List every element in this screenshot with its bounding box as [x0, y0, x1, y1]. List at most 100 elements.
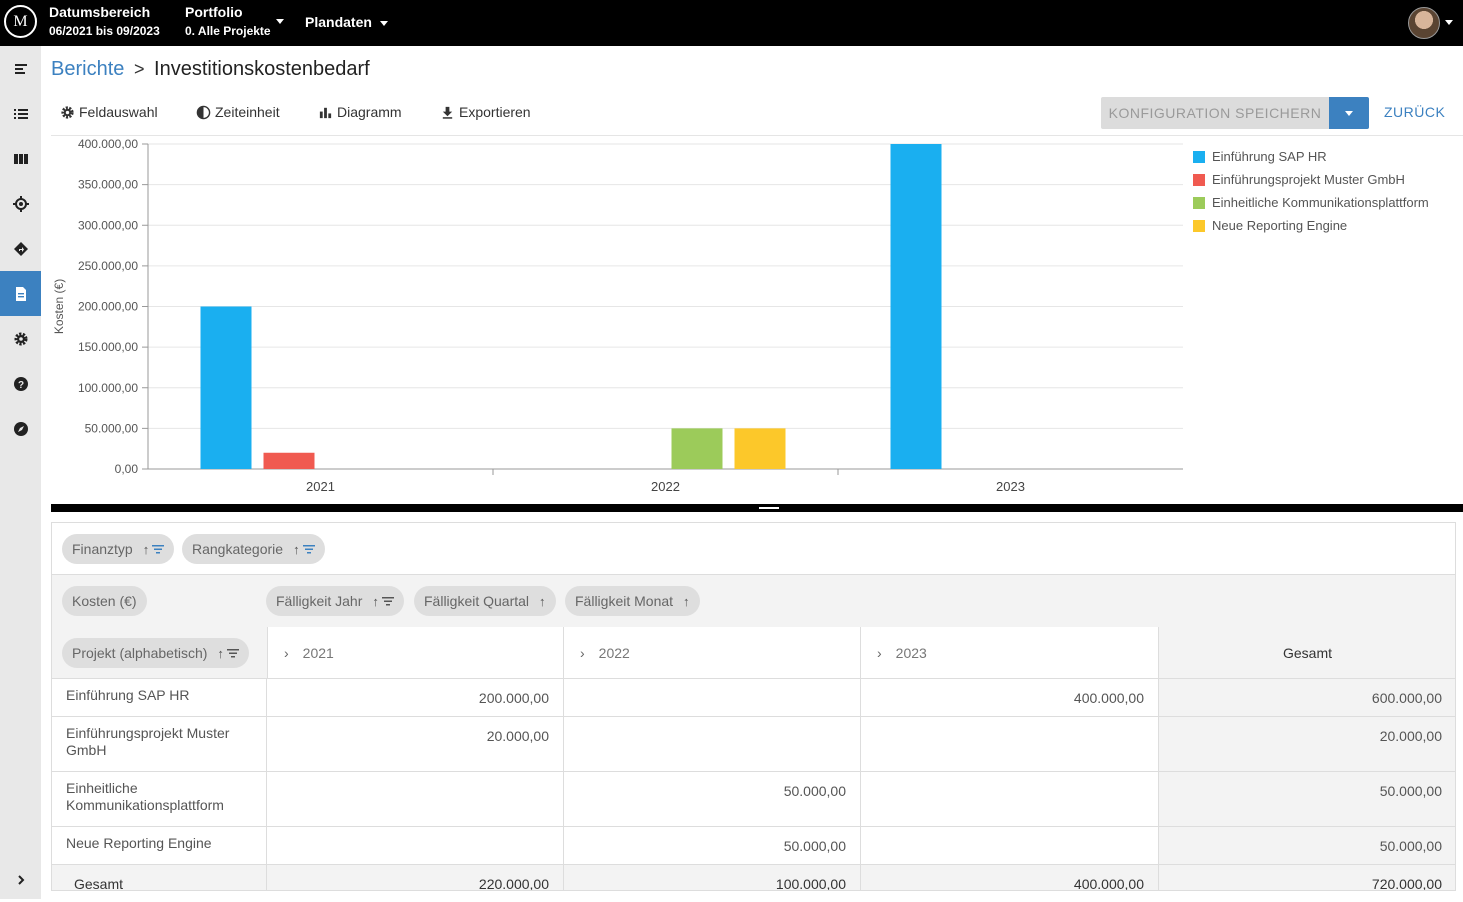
chevron-right-icon[interactable]: › [580, 644, 585, 661]
column-total-cell: 220.000,00 [267, 865, 564, 890]
panel-splitter[interactable] [51, 504, 1463, 512]
chevron-right-icon[interactable]: › [877, 644, 882, 661]
chip-faelligkeit-jahr[interactable]: Fälligkeit Jahr ↑ [266, 586, 404, 616]
table-cell [267, 827, 564, 865]
table-cell: 50.000,00 [564, 827, 861, 865]
time-unit-label: Zeiteinheit [215, 104, 280, 120]
chart-label: Diagramm [337, 104, 402, 120]
gear-icon[interactable] [0, 316, 41, 361]
chip-finanztyp[interactable]: Finanztyp ↑ [62, 534, 175, 564]
chip-label: Fälligkeit Jahr [276, 593, 363, 609]
table-cell [861, 827, 1159, 865]
column-total-cell: 400.000,00 [861, 865, 1159, 890]
sort-arrow-icon[interactable]: ↑ [683, 593, 690, 609]
sort-arrow-icon[interactable]: ↑ [539, 593, 546, 609]
save-configuration-button[interactable]: KONFIGURATION SPEICHERN [1101, 97, 1329, 129]
legend-item-kommunikation[interactable]: Einheitliche Kommunikationsplattform [1193, 191, 1429, 214]
sort-arrow-icon[interactable]: ↑ [293, 541, 300, 557]
x-tick-label: 2023 [996, 479, 1025, 494]
portfolio-selector[interactable]: Portfolio 0. Alle Projekte [185, 4, 271, 38]
list-icon[interactable] [0, 91, 41, 136]
chip-projekt[interactable]: Projekt (alphabetisch) ↑ [62, 638, 249, 668]
legend-item-muster[interactable]: Einführungsprojekt Muster GmbH [1193, 168, 1429, 191]
sort-arrow-icon[interactable]: ↑ [142, 541, 150, 557]
breadcrumb: Berichte > Investitionskostenbedarf [51, 57, 370, 81]
compass-icon[interactable] [0, 406, 41, 451]
sort-arrow-icon[interactable]: ↑ [372, 593, 379, 609]
row-total-cell: 50.000,00 [1159, 772, 1455, 827]
field-selection-button[interactable]: Feldauswahl [60, 101, 158, 123]
legend-label: Einführung SAP HR [1212, 149, 1327, 164]
app-logo[interactable]: M [4, 5, 37, 38]
date-range-label: Datumsbereich [49, 4, 151, 20]
export-label: Exportieren [459, 104, 531, 120]
y-tick-label: 100.000,00 [78, 381, 138, 395]
row-total-cell: 50.000,00 [1159, 827, 1455, 865]
bar-2021-1 [263, 452, 315, 469]
y-tick-label: 250.000,00 [78, 259, 138, 273]
plan-data-caret-icon [379, 20, 388, 26]
column-header-2021[interactable]: › 2021 [267, 627, 564, 679]
y-tick-label: 300.000,00 [78, 218, 138, 232]
chip-rangkategorie[interactable]: Rangkategorie ↑ [182, 534, 325, 564]
column-header-2022[interactable]: › 2022 [564, 627, 861, 679]
filter-icon[interactable] [381, 596, 394, 606]
time-unit-button[interactable]: Zeiteinheit [196, 101, 280, 123]
splitter-handle[interactable] [759, 507, 779, 509]
legend-label: Einführungsprojekt Muster GmbH [1212, 172, 1405, 187]
bar-2022-3 [734, 428, 786, 469]
chip-faelligkeit-monat[interactable]: Fälligkeit Monat ↑ [565, 586, 700, 616]
grand-total-label: Gesamt [52, 865, 267, 890]
export-button[interactable]: Exportieren [440, 101, 531, 123]
chip-label: Finanztyp [72, 541, 133, 557]
row-total-cell: 20.000,00 [1159, 717, 1455, 772]
sort-arrow-icon[interactable]: ↑ [217, 645, 224, 661]
svg-text:?: ? [17, 380, 23, 391]
chart-button[interactable]: Diagramm [318, 101, 402, 123]
sidebar: ? [0, 46, 41, 899]
legend-item-reporting[interactable]: Neue Reporting Engine [1193, 214, 1429, 237]
bar-2021-0 [200, 306, 252, 469]
y-tick-label: 400.000,00 [78, 137, 138, 151]
save-options-dropdown[interactable] [1329, 97, 1369, 129]
table-cell [861, 717, 1159, 772]
chip-faelligkeit-quartal[interactable]: Fälligkeit Quartal ↑ [414, 586, 556, 616]
target-icon[interactable] [0, 181, 41, 226]
user-menu-caret-icon[interactable] [1445, 20, 1453, 25]
table-cell: 200.000,00 [267, 679, 564, 717]
divider [51, 135, 1463, 136]
portfolio-label: Portfolio [185, 4, 243, 20]
filter-icon[interactable] [226, 648, 239, 658]
reports-icon[interactable] [0, 271, 41, 316]
table-cell [564, 679, 861, 717]
legend-item-sap[interactable]: Einführung SAP HR [1193, 145, 1429, 168]
date-range-selector[interactable]: Datumsbereich 06/2021 bis 09/2023 [49, 4, 160, 38]
plan-data-selector[interactable]: Plandaten [305, 14, 388, 30]
plan-data-label: Plandaten [305, 14, 372, 30]
bar-2023-0 [890, 144, 942, 469]
y-tick-label: 350.000,00 [78, 178, 138, 192]
top-bar: M Datumsbereich 06/2021 bis 09/2023 Port… [0, 0, 1463, 46]
column-header-label: 2022 [598, 644, 630, 661]
board-icon[interactable] [0, 136, 41, 181]
filter-icon[interactable] [152, 544, 165, 554]
table-cell [267, 772, 564, 827]
row-header: Einführung SAP HR [52, 679, 267, 717]
column-total-cell: 100.000,00 [564, 865, 861, 890]
filter-icon[interactable] [302, 544, 315, 554]
table-cell: 400.000,00 [861, 679, 1159, 717]
date-range-value: 06/2021 bis 09/2023 [49, 24, 160, 38]
chip-kosten[interactable]: Kosten (€) [62, 586, 147, 616]
back-button[interactable]: ZURÜCK [1384, 104, 1446, 120]
portfolio-caret-icon[interactable] [276, 19, 284, 24]
help-icon[interactable]: ? [0, 361, 41, 406]
directions-icon[interactable] [0, 226, 41, 271]
avatar[interactable] [1408, 7, 1440, 39]
chevron-right-icon[interactable]: › [284, 644, 289, 661]
y-tick-label: 150.000,00 [78, 340, 138, 354]
column-header-2023[interactable]: › 2023 [861, 627, 1159, 679]
breadcrumb-reports-link[interactable]: Berichte [51, 58, 125, 80]
expand-sidebar-icon[interactable] [0, 857, 41, 902]
table-cell [564, 717, 861, 772]
menu-toggle-icon[interactable] [0, 46, 41, 91]
